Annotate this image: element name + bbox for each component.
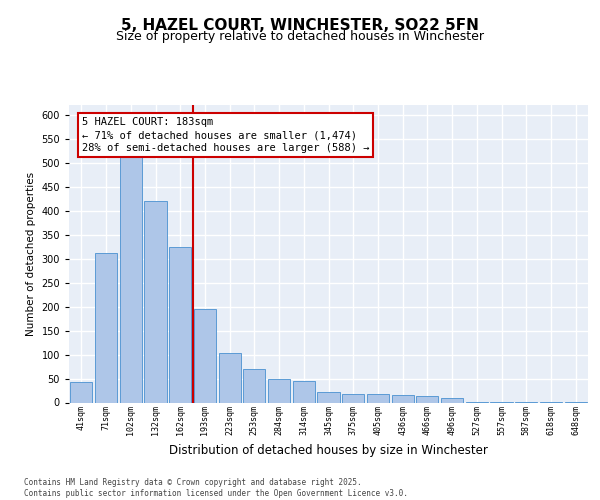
Bar [293, 381, 315, 402]
X-axis label: Distribution of detached houses by size in Winchester: Distribution of detached houses by size … [169, 444, 488, 456]
Bar [95, 253, 117, 402]
Bar [243, 369, 265, 402]
Bar [169, 246, 191, 402]
Bar [416, 396, 439, 402]
Bar [218, 353, 241, 403]
Bar [342, 394, 364, 402]
Text: Size of property relative to detached houses in Winchester: Size of property relative to detached ho… [116, 30, 484, 43]
Text: 5, HAZEL COURT, WINCHESTER, SO22 5FN: 5, HAZEL COURT, WINCHESTER, SO22 5FN [121, 18, 479, 32]
Text: 5 HAZEL COURT: 183sqm
← 71% of detached houses are smaller (1,474)
28% of semi-d: 5 HAZEL COURT: 183sqm ← 71% of detached … [82, 117, 370, 154]
Bar [145, 201, 167, 402]
Bar [70, 382, 92, 402]
Bar [194, 309, 216, 402]
Bar [119, 146, 142, 403]
Text: Contains HM Land Registry data © Crown copyright and database right 2025.
Contai: Contains HM Land Registry data © Crown c… [24, 478, 408, 498]
Bar [392, 395, 414, 402]
Bar [317, 392, 340, 402]
Bar [441, 398, 463, 402]
Bar [367, 394, 389, 402]
Bar [268, 378, 290, 402]
Y-axis label: Number of detached properties: Number of detached properties [26, 172, 36, 336]
